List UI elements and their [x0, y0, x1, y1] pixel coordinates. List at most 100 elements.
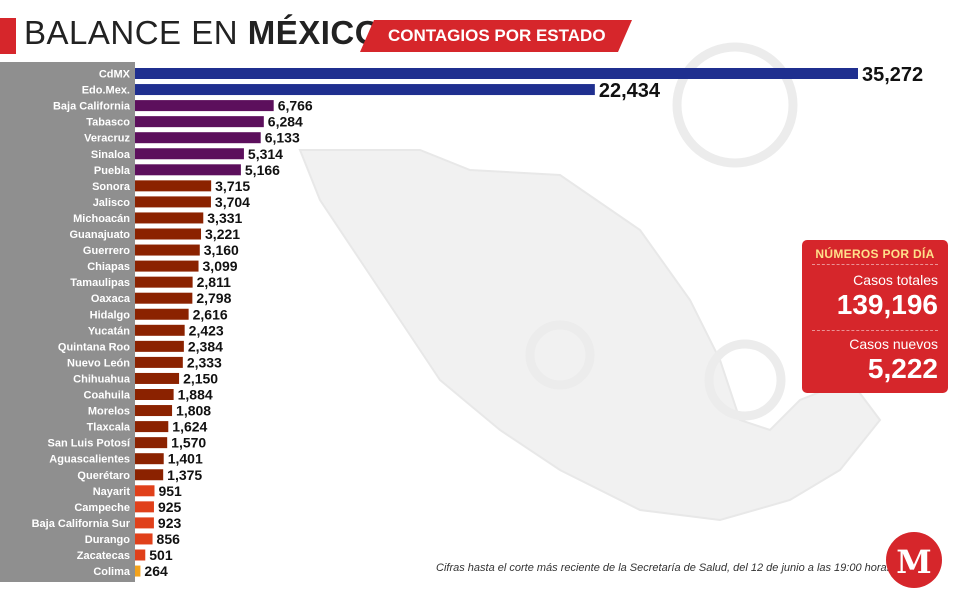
- bar: [135, 453, 164, 465]
- bar: [135, 308, 189, 320]
- value-label: 35,272: [862, 64, 923, 86]
- category-label: Yucatán: [88, 325, 130, 337]
- value-label: 501: [149, 547, 173, 563]
- category-label: Chihuahua: [73, 373, 131, 385]
- value-label: 1,375: [167, 467, 202, 483]
- milenio-logo-icon: M: [886, 532, 942, 588]
- bar: [135, 421, 169, 433]
- category-label-panel: [0, 62, 135, 582]
- value-label: 6,766: [278, 98, 313, 114]
- value-label: 2,616: [193, 306, 228, 322]
- category-label: San Luis Potosí: [47, 438, 130, 450]
- value-label: 6,284: [268, 114, 303, 130]
- bar: [135, 292, 193, 304]
- value-label: 2,333: [187, 354, 222, 370]
- bar: [135, 356, 183, 368]
- category-label: Nuevo León: [67, 357, 130, 369]
- new-cases-value: 5,222: [867, 353, 938, 384]
- value-label: 951: [158, 483, 182, 499]
- category-label: Nayarit: [93, 486, 131, 498]
- category-label: Colima: [93, 566, 131, 578]
- value-label: 3,331: [207, 210, 242, 226]
- value-label: 3,715: [215, 178, 250, 194]
- category-label: Puebla: [94, 165, 131, 177]
- value-label: 5,166: [245, 162, 280, 178]
- bar: [135, 68, 858, 79]
- divider: [812, 264, 938, 265]
- category-label: Sonora: [92, 181, 131, 193]
- value-label: 2,150: [183, 370, 218, 386]
- daily-numbers-card: NÚMEROS POR DÍA Casos totales 139,196 Ca…: [802, 240, 948, 393]
- category-label: Tamaulipas: [70, 277, 130, 289]
- value-label: 925: [158, 499, 182, 515]
- bar: [135, 132, 261, 144]
- category-label: Aguascalientes: [49, 454, 130, 466]
- category-label: Sinaloa: [91, 149, 131, 161]
- bar: [135, 116, 264, 128]
- mexico-map-silhouette: [298, 149, 882, 522]
- value-label: 3,704: [215, 194, 250, 210]
- bar: [135, 437, 168, 449]
- divider: [812, 330, 938, 331]
- value-label: 264: [144, 563, 168, 579]
- bar: [135, 84, 595, 96]
- title-bold: MÉXICO: [247, 14, 381, 51]
- source-note: Cifras hasta el corte más reciente de la…: [436, 562, 896, 574]
- bar: [135, 212, 204, 224]
- bar: [135, 180, 212, 192]
- bar: [135, 148, 244, 160]
- category-label: Quintana Roo: [58, 341, 130, 353]
- bar: [135, 549, 146, 561]
- subtitle-banner-shape: [360, 20, 632, 52]
- virus-icon: [672, 42, 798, 168]
- value-label: 1,808: [176, 403, 211, 419]
- total-cases-value: 139,196: [836, 289, 938, 320]
- bar: [135, 372, 180, 384]
- total-cases-label: Casos totales: [853, 272, 938, 288]
- chart-subtitle: CONTAGIOS POR ESTADO: [388, 26, 606, 45]
- virus-icon: [525, 320, 595, 390]
- value-label: 3,221: [205, 226, 240, 242]
- value-label: 3,099: [203, 258, 238, 274]
- bar: [135, 164, 241, 176]
- subtitle-banner: CONTAGIOS POR ESTADO: [360, 20, 632, 52]
- category-label: Baja California: [53, 101, 131, 113]
- bar: [135, 533, 153, 545]
- category-label: Querétaro: [77, 470, 130, 482]
- new-cases-label: Casos nuevos: [849, 336, 938, 352]
- bar: [135, 565, 141, 577]
- value-label: 2,798: [196, 290, 231, 306]
- value-label: 1,570: [171, 435, 206, 451]
- bar: [135, 324, 185, 336]
- category-label: Coahuila: [84, 390, 131, 402]
- value-label: 22,434: [599, 80, 661, 102]
- title-accent-bar: [0, 18, 16, 54]
- bar: [135, 228, 202, 240]
- category-label: Guanajuato: [69, 229, 130, 241]
- bar: [135, 196, 211, 208]
- bar: [135, 517, 154, 529]
- category-label: Chiapas: [87, 261, 130, 273]
- category-label: Baja California Sur: [32, 518, 131, 530]
- page-title: BALANCE EN MÉXICO: [24, 14, 381, 52]
- bar: [135, 244, 200, 256]
- category-label: Veracruz: [84, 133, 130, 145]
- category-label: Edo.Mex.: [82, 85, 130, 97]
- category-label: Campeche: [74, 502, 130, 514]
- value-label: 2,384: [188, 338, 223, 354]
- category-label: Tlaxcala: [87, 422, 131, 434]
- value-label: 1,624: [172, 419, 207, 435]
- stats-heading: NÚMEROS POR DÍA: [815, 247, 935, 261]
- bar: [135, 501, 154, 513]
- title-light: BALANCE EN: [24, 14, 239, 51]
- category-label: Jalisco: [93, 197, 131, 209]
- category-label: CdMX: [99, 69, 131, 81]
- value-label: 856: [157, 531, 181, 547]
- bar: [135, 469, 164, 481]
- bar: [135, 260, 199, 272]
- value-label: 6,133: [265, 130, 300, 146]
- bar: [135, 485, 155, 497]
- value-label: 1,884: [178, 387, 213, 403]
